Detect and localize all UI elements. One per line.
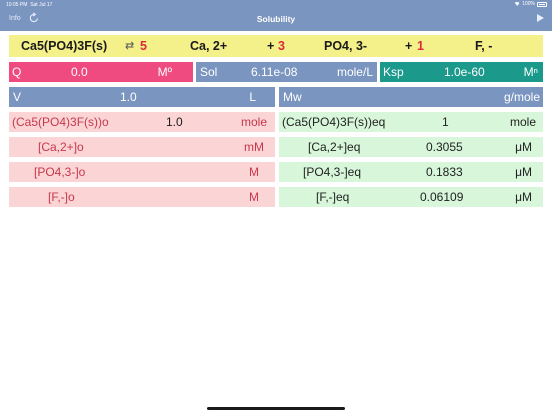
initial-unit: M (249, 165, 259, 179)
equilibrium-row[interactable]: (Ca5(PO4)3F(s))eq 1 mole (279, 112, 543, 132)
battery-icon (537, 1, 547, 7)
sol-value: 6.11e-08 (251, 65, 298, 79)
status-time: 10:05 PM Sat Jul 17 (6, 2, 52, 8)
plus-sign-2: + (405, 39, 413, 53)
status-date-text: Sat Jul 17 (30, 2, 53, 8)
home-indicator[interactable] (207, 407, 345, 410)
status-time-text: 10:05 PM (6, 2, 28, 8)
q-value: 0.0 (71, 65, 88, 79)
wifi-icon (514, 2, 521, 6)
mw-label: Mw (283, 90, 302, 104)
initial-row[interactable]: [F,-]o M (9, 187, 275, 207)
initial-label: [F,-]o (48, 190, 75, 204)
initial-label: (Ca5(PO4)3F(s))o (12, 115, 109, 129)
equilibrium-row[interactable]: [PO4,3-]eq 0.1833 μM (279, 162, 543, 182)
app-header: 10:05 PM Sat Jul 17 100% Info Solubility (0, 0, 552, 31)
initial-row[interactable]: [PO4,3-]o M (9, 162, 275, 182)
sol-label: Sol (200, 65, 218, 79)
equilibrium-row[interactable]: [F,-]eq 0.06109 μM (279, 187, 543, 207)
initial-label: [PO4,3-]o (34, 165, 86, 179)
equilibrium-label: [Ca,2+]eq (308, 140, 361, 154)
v-unit: L (249, 90, 256, 104)
solubility-field[interactable]: Sol 6.11e-08 mole/L (196, 62, 377, 82)
plus-sign-1: + (267, 39, 275, 53)
product-ion-2[interactable]: PO4, 3- (324, 39, 368, 53)
equilibrium-value: 1 (442, 115, 449, 129)
initial-unit: M (249, 190, 259, 204)
v-label: V (13, 90, 22, 104)
q-label: Q (12, 65, 22, 79)
equilibrium-unit: mole (509, 115, 536, 129)
initial-unit: mM (244, 140, 264, 154)
initial-unit: mole (240, 115, 267, 129)
equilibrium-row[interactable]: [Ca,2+]eq 0.3055 μM (279, 137, 543, 157)
initial-row[interactable]: (Ca5(PO4)3F(s))o 1.0 mole (9, 112, 275, 132)
equilibrium-value: 0.3055 (426, 140, 463, 154)
equilibrium-value: 0.1833 (426, 165, 463, 179)
equilibrium-label: [F,-]eq (316, 190, 350, 204)
ksp-unit: Mⁿ (523, 65, 538, 79)
product-ion-3[interactable]: F, - (475, 39, 493, 53)
molar-mass-field[interactable]: Mw g/mole (279, 87, 543, 107)
mw-unit: g/mole (503, 90, 540, 104)
play-icon[interactable] (537, 14, 544, 22)
coefficient-2[interactable]: 3 (278, 39, 285, 53)
equilibrium-unit: μM (515, 165, 532, 179)
volume-field[interactable]: V 1.0 L (9, 87, 275, 107)
ksp-field[interactable]: Ksp 1.0e-60 Mⁿ (380, 62, 543, 82)
equilibrium-unit: μM (515, 190, 532, 204)
equilibrium-label: [PO4,3-]eq (303, 165, 362, 179)
reactant-name[interactable]: Ca5(PO4)3F(s) (21, 39, 108, 53)
reaction-equation: Ca5(PO4)3F(s) ⇄ 5 Ca, 2+ + 3 PO4, 3- + 1… (9, 35, 543, 57)
equilibrium-label: (Ca5(PO4)3F(s))eq (282, 115, 386, 129)
ksp-label: Ksp (383, 65, 404, 79)
battery-percent: 100% (522, 1, 535, 7)
equilibrium-arrow-icon: ⇄ (125, 40, 135, 52)
sol-unit: mole/L (336, 65, 373, 79)
coefficient-1[interactable]: 5 (140, 39, 147, 53)
q-field[interactable]: Q 0.0 Mº (9, 62, 193, 82)
equilibrium-value: 0.06109 (420, 190, 464, 204)
product-ion-1[interactable]: Ca, 2+ (190, 39, 228, 53)
status-right: 100% (514, 1, 547, 7)
page-title: Solubility (256, 14, 296, 24)
info-button[interactable]: Info (9, 15, 21, 22)
v-value: 1.0 (120, 90, 137, 104)
coefficient-3[interactable]: 1 (417, 39, 424, 53)
ksp-value: 1.0e-60 (444, 65, 485, 79)
equilibrium-unit: μM (515, 140, 532, 154)
initial-label: [Ca,2+]o (38, 140, 84, 154)
q-unit: Mº (157, 65, 172, 79)
initial-value: 1.0 (166, 115, 183, 129)
initial-row[interactable]: [Ca,2+]o mM (9, 137, 275, 157)
refresh-icon[interactable] (28, 12, 40, 24)
